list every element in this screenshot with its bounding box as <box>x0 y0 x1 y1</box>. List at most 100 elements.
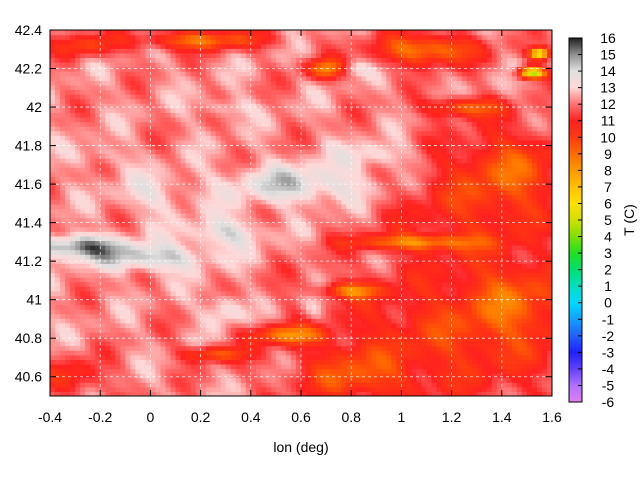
heatmap-cell <box>255 272 262 278</box>
heatmap-cell <box>185 226 192 232</box>
heatmap-cell <box>160 327 167 333</box>
heatmap-cell <box>326 368 332 374</box>
heatmap-cell <box>356 75 362 81</box>
heatmap-cell <box>140 121 146 127</box>
heatmap-cell <box>115 322 121 328</box>
heatmap-cell <box>316 194 322 200</box>
heatmap-cell <box>165 199 172 205</box>
heatmap-cell <box>100 318 106 324</box>
heatmap-cell <box>185 80 192 86</box>
heatmap-cell <box>65 208 71 214</box>
heatmap-cell <box>60 318 66 324</box>
heatmap-cell <box>140 39 146 45</box>
heatmap-cell <box>265 176 272 182</box>
heatmap-cell <box>195 139 202 145</box>
heatmap-cell <box>155 299 162 306</box>
heatmap-cell <box>85 71 91 77</box>
heatmap-cell <box>331 217 337 223</box>
heatmap-cell <box>255 180 262 187</box>
heatmap-cell <box>190 373 197 379</box>
heatmap-cell <box>195 235 202 242</box>
heatmap-cell <box>90 34 96 40</box>
heatmap-cell <box>75 313 81 319</box>
heatmap-cell <box>180 75 187 81</box>
heatmap-cell <box>125 84 131 91</box>
heatmap-cell <box>235 386 242 393</box>
heatmap-cell <box>220 254 227 260</box>
heatmap-cell <box>150 84 157 91</box>
heatmap-cell <box>295 167 302 173</box>
heatmap-cell <box>250 263 257 269</box>
heatmap-cell <box>125 286 131 292</box>
heatmap-cell <box>341 107 347 113</box>
heatmap-cell <box>165 217 172 223</box>
heatmap-cell <box>346 341 352 347</box>
heatmap-cell <box>95 382 101 388</box>
heatmap-cell <box>70 354 76 360</box>
heatmap-cell <box>140 48 146 54</box>
heatmap-cell <box>346 158 352 164</box>
heatmap-cell <box>55 34 61 40</box>
heatmap-cell <box>311 121 317 127</box>
heatmap-cell <box>280 382 287 388</box>
heatmap-cell <box>165 185 172 191</box>
heatmap-cell <box>245 94 252 100</box>
heatmap-cell <box>290 235 297 242</box>
heatmap-cell <box>90 66 96 72</box>
heatmap-cell <box>105 354 111 360</box>
heatmap-cell <box>170 66 177 72</box>
heatmap-cell <box>115 345 121 351</box>
heatmap-cell <box>165 331 172 338</box>
heatmap-cell <box>356 226 362 232</box>
heatmap-cell <box>155 290 162 296</box>
heatmap-cell <box>75 162 81 168</box>
heatmap-cell <box>70 176 76 182</box>
heatmap-cell <box>290 254 297 260</box>
heatmap-cell <box>175 295 182 301</box>
heatmap-cell <box>306 377 312 383</box>
heatmap-cell <box>295 139 302 145</box>
heatmap-cell <box>200 217 207 223</box>
heatmap-cell <box>105 208 111 214</box>
heatmap-cell <box>55 240 61 246</box>
heatmap-cell <box>290 281 297 287</box>
heatmap-cell <box>346 295 352 301</box>
heatmap-cell <box>285 382 292 388</box>
heatmap-cell <box>120 249 126 255</box>
heatmap-cell <box>356 345 362 351</box>
heatmap-cell <box>290 135 297 141</box>
heatmap-cell <box>95 235 101 242</box>
heatmap-cell <box>225 57 232 63</box>
heatmap-cell <box>125 171 131 177</box>
heatmap-cell <box>250 373 257 379</box>
heatmap-cell <box>321 254 327 260</box>
heatmap-cell <box>240 331 247 338</box>
heatmap-cell <box>356 112 362 118</box>
heatmap-cell <box>175 190 182 196</box>
heatmap-cell <box>105 235 111 242</box>
heatmap-cell <box>341 277 347 283</box>
heatmap-cell <box>361 226 367 232</box>
heatmap-cell <box>225 318 232 324</box>
heatmap-cell <box>225 112 232 118</box>
heatmap-cell <box>326 286 332 292</box>
heatmap-cell <box>290 359 297 365</box>
heatmap-cell <box>110 354 116 360</box>
heatmap-cell <box>60 158 66 164</box>
heatmap-cell <box>155 217 162 223</box>
heatmap-cell <box>326 139 332 145</box>
heatmap-cell <box>321 167 327 173</box>
heatmap-cell <box>285 341 292 347</box>
heatmap-cell <box>225 89 232 95</box>
heatmap-cell <box>135 281 141 287</box>
heatmap-cell <box>160 176 167 182</box>
heatmap-cell <box>50 341 56 347</box>
heatmap-cell <box>336 203 342 210</box>
heatmap-cell <box>200 222 207 228</box>
heatmap-cell <box>205 162 212 168</box>
heatmap-cell <box>65 84 71 91</box>
heatmap-cell <box>125 126 131 132</box>
heatmap-cell <box>346 373 352 379</box>
heatmap-cell <box>326 272 332 278</box>
heatmap-cell <box>160 313 167 319</box>
